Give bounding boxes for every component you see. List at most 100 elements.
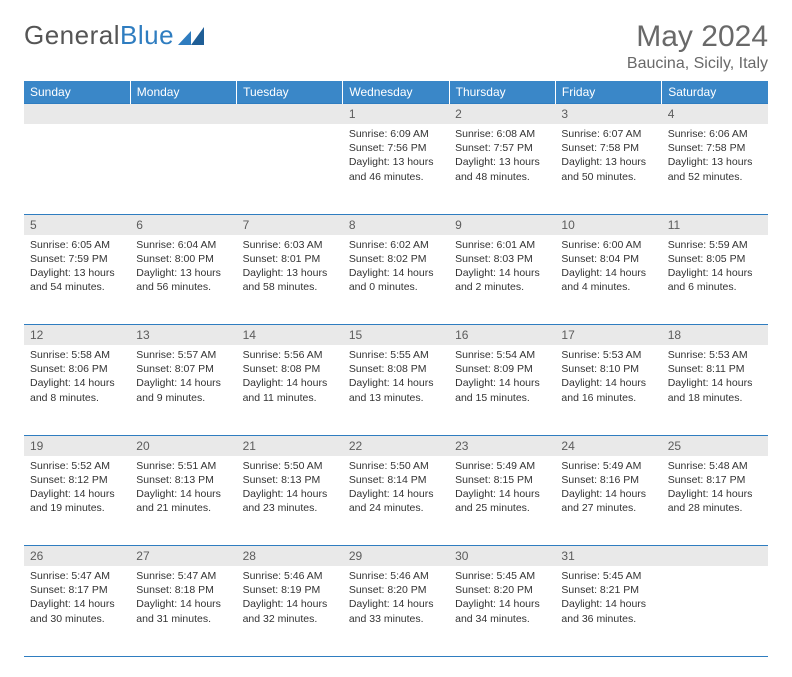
- day-cell: Sunrise: 5:50 AMSunset: 8:14 PMDaylight:…: [343, 456, 449, 546]
- day-cell: Sunrise: 6:04 AMSunset: 8:00 PMDaylight:…: [130, 235, 236, 325]
- sunrise-text: Sunrise: 5:46 AM: [349, 569, 443, 583]
- sunrise-text: Sunrise: 5:47 AM: [136, 569, 230, 583]
- day-number: [237, 104, 343, 125]
- day-number: 23: [449, 435, 555, 456]
- day-cell-content: Sunrise: 5:53 AMSunset: 8:10 PMDaylight:…: [555, 345, 661, 411]
- sunrise-text: Sunrise: 5:52 AM: [30, 459, 124, 473]
- day-cell-content: Sunrise: 5:50 AMSunset: 8:13 PMDaylight:…: [237, 456, 343, 522]
- day-cell: Sunrise: 5:47 AMSunset: 8:18 PMDaylight:…: [130, 566, 236, 656]
- sunset-text: Sunset: 8:12 PM: [30, 473, 124, 487]
- sunset-text: Sunset: 8:09 PM: [455, 362, 549, 376]
- day-number: [662, 546, 768, 567]
- day-cell-content: [130, 124, 236, 133]
- sunset-text: Sunset: 8:15 PM: [455, 473, 549, 487]
- day-cell-content: Sunrise: 5:48 AMSunset: 8:17 PMDaylight:…: [662, 456, 768, 522]
- sunrise-text: Sunrise: 6:00 AM: [561, 238, 655, 252]
- sunrise-text: Sunrise: 5:57 AM: [136, 348, 230, 362]
- day-cell-content: [24, 124, 130, 133]
- sunrise-text: Sunrise: 5:50 AM: [349, 459, 443, 473]
- day-number: 16: [449, 325, 555, 346]
- logo-icon: [178, 25, 204, 45]
- sunset-text: Sunset: 8:19 PM: [243, 583, 337, 597]
- day-cell: Sunrise: 5:53 AMSunset: 8:11 PMDaylight:…: [662, 345, 768, 435]
- day-cell: Sunrise: 5:48 AMSunset: 8:17 PMDaylight:…: [662, 456, 768, 546]
- day-number: 29: [343, 546, 449, 567]
- sunset-text: Sunset: 8:17 PM: [668, 473, 762, 487]
- day-cell-content: Sunrise: 6:01 AMSunset: 8:03 PMDaylight:…: [449, 235, 555, 301]
- sunrise-text: Sunrise: 5:53 AM: [561, 348, 655, 362]
- day-number-row: 19202122232425: [24, 435, 768, 456]
- day-number: 15: [343, 325, 449, 346]
- day-header: Monday: [130, 81, 236, 104]
- sunrise-text: Sunrise: 5:49 AM: [561, 459, 655, 473]
- sunset-text: Sunset: 8:18 PM: [136, 583, 230, 597]
- sunset-text: Sunset: 8:13 PM: [136, 473, 230, 487]
- day-cell: Sunrise: 5:57 AMSunset: 8:07 PMDaylight:…: [130, 345, 236, 435]
- logo-text-1: General: [24, 20, 120, 51]
- day-cell-content: Sunrise: 6:03 AMSunset: 8:01 PMDaylight:…: [237, 235, 343, 301]
- sunset-text: Sunset: 8:05 PM: [668, 252, 762, 266]
- day-cell: Sunrise: 5:46 AMSunset: 8:19 PMDaylight:…: [237, 566, 343, 656]
- sunset-text: Sunset: 7:58 PM: [561, 141, 655, 155]
- sunrise-text: Sunrise: 5:51 AM: [136, 459, 230, 473]
- day-number: 9: [449, 214, 555, 235]
- daylight-text: Daylight: 14 hours and 4 minutes.: [561, 266, 655, 294]
- daylight-text: Daylight: 14 hours and 6 minutes.: [668, 266, 762, 294]
- day-cell-content: Sunrise: 6:04 AMSunset: 8:00 PMDaylight:…: [130, 235, 236, 301]
- daylight-text: Daylight: 13 hours and 58 minutes.: [243, 266, 337, 294]
- sunset-text: Sunset: 8:14 PM: [349, 473, 443, 487]
- day-number: 18: [662, 325, 768, 346]
- day-number: 31: [555, 546, 661, 567]
- day-cell-content: Sunrise: 5:58 AMSunset: 8:06 PMDaylight:…: [24, 345, 130, 411]
- day-cell: Sunrise: 5:54 AMSunset: 8:09 PMDaylight:…: [449, 345, 555, 435]
- day-cell-content: Sunrise: 5:46 AMSunset: 8:20 PMDaylight:…: [343, 566, 449, 632]
- sunset-text: Sunset: 8:11 PM: [668, 362, 762, 376]
- sunrise-text: Sunrise: 5:59 AM: [668, 238, 762, 252]
- calendar-body: 1234Sunrise: 6:09 AMSunset: 7:56 PMDayli…: [24, 104, 768, 657]
- day-number: 7: [237, 214, 343, 235]
- sunset-text: Sunset: 8:21 PM: [561, 583, 655, 597]
- day-header-row: Sunday Monday Tuesday Wednesday Thursday…: [24, 81, 768, 104]
- sunrise-text: Sunrise: 6:03 AM: [243, 238, 337, 252]
- sunset-text: Sunset: 8:06 PM: [30, 362, 124, 376]
- day-header: Wednesday: [343, 81, 449, 104]
- day-number-row: 1234: [24, 104, 768, 125]
- day-number: 8: [343, 214, 449, 235]
- day-content-row: Sunrise: 5:58 AMSunset: 8:06 PMDaylight:…: [24, 345, 768, 435]
- sunrise-text: Sunrise: 5:55 AM: [349, 348, 443, 362]
- daylight-text: Daylight: 14 hours and 8 minutes.: [30, 376, 124, 404]
- day-cell-content: Sunrise: 5:51 AMSunset: 8:13 PMDaylight:…: [130, 456, 236, 522]
- day-cell-content: [662, 566, 768, 575]
- daylight-text: Daylight: 14 hours and 18 minutes.: [668, 376, 762, 404]
- day-header: Thursday: [449, 81, 555, 104]
- sunrise-text: Sunrise: 6:02 AM: [349, 238, 443, 252]
- daylight-text: Daylight: 13 hours and 52 minutes.: [668, 155, 762, 183]
- daylight-text: Daylight: 14 hours and 27 minutes.: [561, 487, 655, 515]
- day-cell: Sunrise: 5:50 AMSunset: 8:13 PMDaylight:…: [237, 456, 343, 546]
- day-number: 10: [555, 214, 661, 235]
- calendar-page: GeneralBlue May 2024 Baucina, Sicily, It…: [0, 0, 792, 677]
- sunset-text: Sunset: 8:03 PM: [455, 252, 549, 266]
- sunset-text: Sunset: 8:07 PM: [136, 362, 230, 376]
- daylight-text: Daylight: 14 hours and 19 minutes.: [30, 487, 124, 515]
- sunset-text: Sunset: 8:13 PM: [243, 473, 337, 487]
- day-cell: Sunrise: 5:51 AMSunset: 8:13 PMDaylight:…: [130, 456, 236, 546]
- sunrise-text: Sunrise: 6:08 AM: [455, 127, 549, 141]
- day-number: 3: [555, 104, 661, 125]
- sunrise-text: Sunrise: 5:49 AM: [455, 459, 549, 473]
- day-cell: Sunrise: 5:45 AMSunset: 8:21 PMDaylight:…: [555, 566, 661, 656]
- day-content-row: Sunrise: 6:05 AMSunset: 7:59 PMDaylight:…: [24, 235, 768, 325]
- day-cell-content: Sunrise: 5:49 AMSunset: 8:16 PMDaylight:…: [555, 456, 661, 522]
- day-number: 12: [24, 325, 130, 346]
- day-header: Friday: [555, 81, 661, 104]
- day-cell: Sunrise: 6:01 AMSunset: 8:03 PMDaylight:…: [449, 235, 555, 325]
- day-cell-content: Sunrise: 5:46 AMSunset: 8:19 PMDaylight:…: [237, 566, 343, 632]
- daylight-text: Daylight: 14 hours and 11 minutes.: [243, 376, 337, 404]
- sunrise-text: Sunrise: 5:47 AM: [30, 569, 124, 583]
- day-cell: Sunrise: 5:47 AMSunset: 8:17 PMDaylight:…: [24, 566, 130, 656]
- day-cell: Sunrise: 5:49 AMSunset: 8:16 PMDaylight:…: [555, 456, 661, 546]
- day-cell-content: Sunrise: 5:47 AMSunset: 8:18 PMDaylight:…: [130, 566, 236, 632]
- sunrise-text: Sunrise: 5:56 AM: [243, 348, 337, 362]
- day-number: 21: [237, 435, 343, 456]
- daylight-text: Daylight: 14 hours and 2 minutes.: [455, 266, 549, 294]
